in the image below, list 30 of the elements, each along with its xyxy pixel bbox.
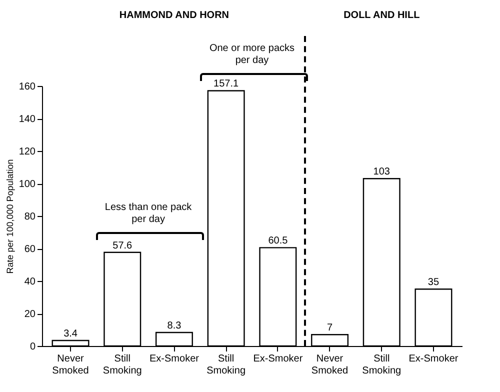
x-tick-label: Ex-Smoker xyxy=(408,354,459,364)
text: One or more packs per day xyxy=(208,43,296,67)
x-tick-label: Still Smoking xyxy=(362,354,402,376)
y-tick-label: 140 xyxy=(18,114,36,125)
y-axis-title: Rate per 100,000 Population xyxy=(4,159,15,274)
data-label: 157.1 xyxy=(214,78,240,90)
text: HAMMOND AND HORN xyxy=(119,10,230,22)
y-tick-label: 160 xyxy=(18,82,36,92)
y-tick-label: 80 xyxy=(24,212,36,222)
y-tick-label: 60 xyxy=(24,244,36,255)
data-label: 60.5 xyxy=(268,236,288,247)
y-tick-label: 20 xyxy=(24,309,36,320)
data-label: 103 xyxy=(373,166,390,178)
x-tick-label: Never Smoked xyxy=(311,354,348,376)
x-tick-label: Ex-Smoker xyxy=(149,354,200,364)
x-tick-label: Never Smoked xyxy=(52,354,89,376)
data-label: 57.6 xyxy=(112,240,133,252)
y-tick-label: 40 xyxy=(24,276,36,288)
data-label: 7 xyxy=(326,322,333,334)
y-tick-label: 120 xyxy=(18,146,36,158)
data-label: 8.3 xyxy=(167,320,182,332)
text: DOLL AND HILL xyxy=(344,10,420,22)
annotation: Less than one pack per day xyxy=(104,202,193,226)
y-tick-label: 100 xyxy=(18,179,36,190)
x-tick-label: Still Smoking xyxy=(206,354,246,376)
x-tick-label: Ex-Smoker xyxy=(253,354,304,364)
data-label: 35 xyxy=(428,277,440,288)
y-tick-label: 0 xyxy=(30,342,36,352)
x-tick-label: Still Smoking xyxy=(102,354,142,376)
data-label: 3.4 xyxy=(64,328,78,340)
